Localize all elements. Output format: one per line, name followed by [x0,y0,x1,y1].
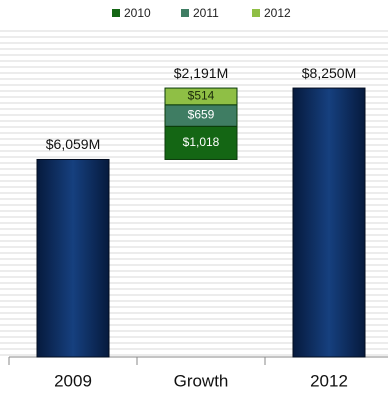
segment-label: $514 [188,89,215,103]
legend-label: 2011 [193,6,219,20]
legend-label: 2010 [124,6,151,20]
bar [292,87,366,358]
segment-label: $659 [188,108,215,122]
growth-segment [164,125,238,160]
legend-swatch [252,9,260,17]
x-tick-label: 2009 [54,371,92,390]
x-tick-label: 2012 [310,371,348,390]
legend-label: 2012 [264,6,291,20]
x-tick-label: Growth [174,371,229,390]
growth-segment [164,87,238,106]
bar-value-label: $8,250M [302,65,356,81]
legend-swatch [112,9,120,17]
bar [36,158,110,358]
legend-swatch [181,9,189,17]
bar-value-label: $6,059M [46,136,100,152]
growth-total-label: $2,191M [174,65,228,81]
segment-label: $1,018 [183,135,220,149]
